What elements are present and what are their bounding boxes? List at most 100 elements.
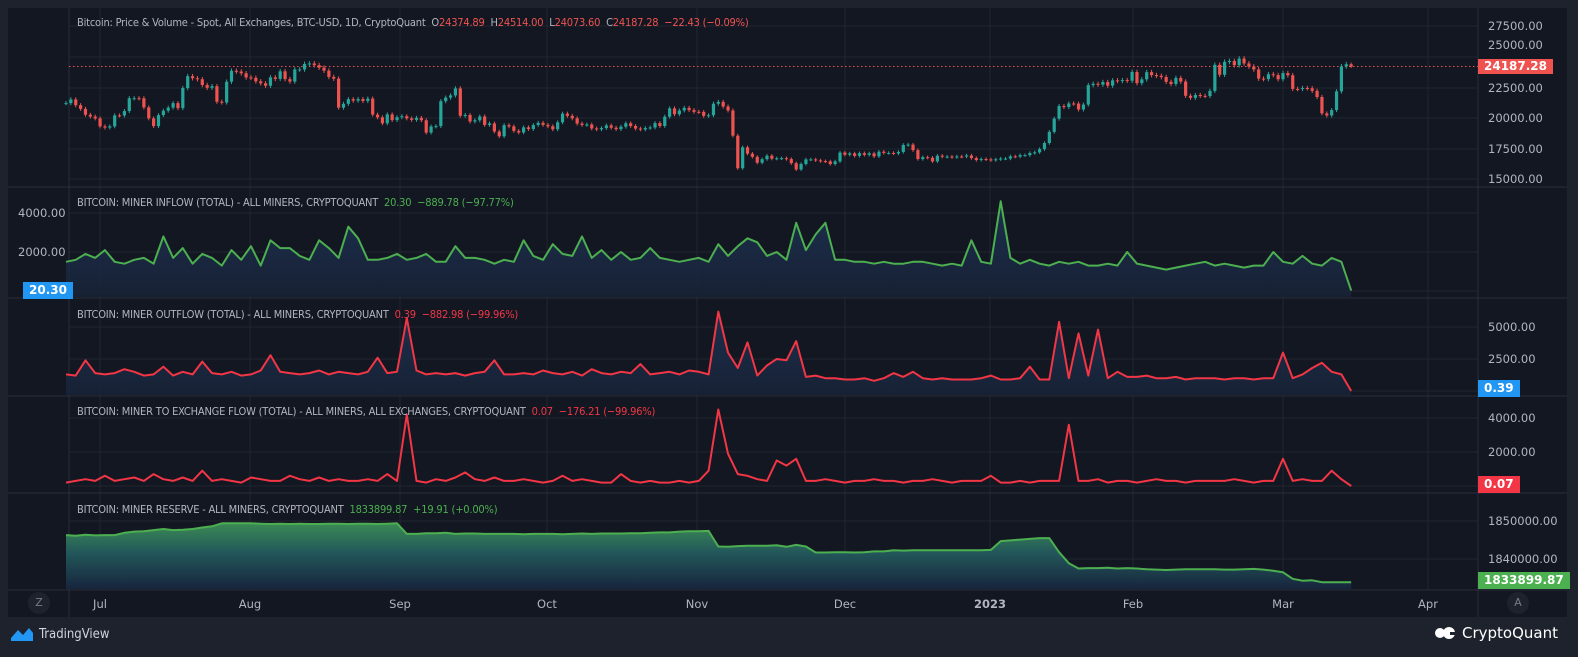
candle [867, 151, 871, 157]
candle [648, 125, 652, 130]
outflow-last-badge: 0.39 [1478, 380, 1520, 397]
candle [911, 142, 915, 152]
candle-body [312, 63, 316, 66]
candle-body [1179, 77, 1183, 82]
candle-body [590, 124, 594, 129]
candle-body [147, 107, 151, 119]
candle [444, 95, 448, 104]
candle [268, 75, 273, 88]
candle [1086, 82, 1090, 107]
candle [1227, 58, 1232, 65]
candle-body [969, 155, 974, 159]
candle [171, 101, 175, 110]
candle-body [1286, 73, 1290, 76]
candle-body [1076, 103, 1081, 110]
candle-body [682, 107, 686, 111]
candle [1111, 78, 1115, 88]
candle [624, 121, 628, 129]
zoom-reset-button[interactable]: Z [28, 592, 50, 614]
candle-body [658, 123, 662, 127]
candle-body [395, 117, 399, 121]
candle-body [716, 101, 720, 104]
candle-body [346, 99, 350, 104]
candle-body [935, 155, 939, 162]
candle-body [478, 116, 482, 121]
candle-body [1330, 110, 1334, 116]
candle [166, 105, 170, 113]
candle-body [502, 125, 506, 137]
candle [473, 118, 477, 124]
candle [1125, 77, 1129, 83]
candle-body [1257, 69, 1261, 79]
candle [302, 61, 307, 72]
candle-body [69, 99, 73, 104]
candle [176, 101, 180, 111]
candle-body [818, 160, 823, 162]
candle [536, 120, 540, 127]
candle [551, 124, 555, 132]
candle-body [1305, 88, 1309, 90]
tradingview-logo[interactable]: TradingView [10, 626, 109, 642]
candle [1101, 79, 1105, 87]
candle [366, 96, 370, 104]
candle-body [1222, 61, 1227, 75]
candle [1325, 111, 1329, 118]
candle-body [137, 98, 141, 100]
candle-body [726, 106, 730, 111]
candle [1174, 75, 1178, 87]
candle [1184, 79, 1188, 98]
auto-scale-button[interactable]: A [1507, 592, 1529, 614]
candle-body [794, 163, 798, 170]
candle-body [960, 156, 964, 158]
candle [1261, 76, 1266, 82]
candle-body [400, 116, 404, 118]
candle-body [877, 151, 881, 157]
candle-body [1334, 91, 1339, 111]
candle-body [648, 127, 652, 129]
candle-body [453, 88, 458, 96]
mtx-tick: 4000.00 [1488, 411, 1536, 425]
candle [371, 96, 375, 117]
candle [960, 154, 964, 159]
candle [955, 154, 959, 159]
candle-body [1140, 79, 1144, 84]
candle [775, 156, 779, 161]
candle-body [113, 115, 117, 127]
candle [278, 68, 282, 82]
candle [1198, 92, 1202, 99]
candle [298, 67, 302, 72]
candle-body [181, 88, 185, 109]
candle-body [945, 156, 949, 158]
candle-body [551, 126, 555, 130]
candle [726, 104, 730, 113]
candle-body [1227, 61, 1232, 63]
candle-body [166, 107, 170, 111]
candle [1222, 59, 1227, 78]
candle-body [828, 161, 832, 165]
candle [979, 157, 983, 162]
candle [273, 75, 277, 82]
candle-body [1096, 83, 1100, 85]
candle-body [595, 128, 599, 130]
high-value: 24514.00 [497, 16, 544, 29]
candle [1003, 156, 1008, 161]
candle-body [225, 81, 229, 103]
mtx-change: −176.21 (−99.96%) [558, 405, 656, 418]
candle-body [823, 161, 828, 163]
candle-body [156, 115, 161, 127]
candle-body [687, 107, 691, 111]
candle [1232, 58, 1236, 68]
candle-body [843, 152, 847, 155]
candle [779, 156, 784, 160]
candle-body [570, 115, 574, 119]
candle-body [1174, 77, 1178, 85]
candle-body [663, 116, 667, 127]
candle [887, 151, 891, 155]
candle-body [585, 124, 589, 126]
candle [1203, 93, 1207, 99]
price-tick: 20000.00 [1488, 111, 1543, 125]
candle [108, 124, 112, 130]
candle-body [288, 79, 292, 82]
candle [400, 114, 404, 120]
